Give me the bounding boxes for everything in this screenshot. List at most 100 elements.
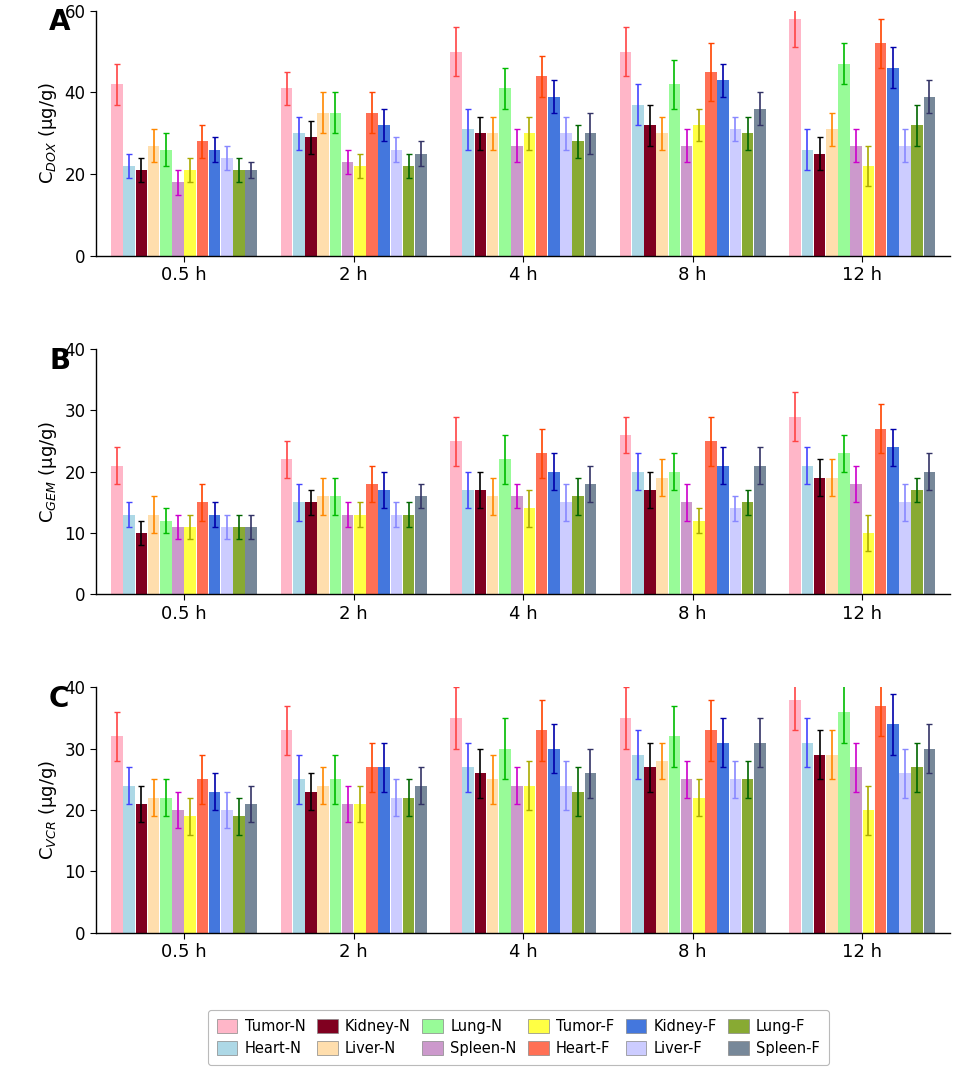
Bar — [826, 478, 837, 594]
Bar — [135, 170, 147, 256]
Bar — [487, 496, 498, 594]
Bar — [789, 19, 801, 256]
Bar — [160, 521, 172, 594]
Bar — [148, 515, 159, 594]
Bar — [657, 761, 668, 933]
Bar — [499, 88, 511, 256]
Bar — [717, 80, 729, 256]
Bar — [499, 748, 511, 933]
Bar — [523, 508, 535, 594]
Bar — [209, 791, 221, 933]
Bar — [536, 76, 547, 256]
Bar — [548, 472, 560, 594]
Bar — [318, 113, 329, 256]
Bar — [246, 804, 257, 933]
Bar — [924, 472, 935, 594]
Bar — [354, 166, 366, 256]
Bar — [632, 105, 643, 256]
Bar — [742, 779, 754, 933]
Bar — [499, 460, 511, 594]
Bar — [148, 798, 159, 933]
Bar — [536, 453, 547, 594]
Bar — [900, 773, 911, 933]
Bar — [293, 503, 304, 594]
Bar — [754, 108, 766, 256]
Bar — [378, 125, 390, 256]
Bar — [474, 773, 487, 933]
Text: C: C — [49, 685, 69, 713]
Bar — [900, 503, 911, 594]
Bar — [111, 465, 123, 594]
Bar — [403, 166, 415, 256]
Bar — [209, 150, 221, 256]
Y-axis label: C$_{DOX}$ (μg/g): C$_{DOX}$ (μg/g) — [36, 83, 59, 184]
Bar — [342, 804, 353, 933]
Bar — [318, 496, 329, 594]
Bar — [924, 748, 935, 933]
Bar — [585, 773, 596, 933]
Bar — [681, 503, 692, 594]
Bar — [160, 150, 172, 256]
Bar — [512, 786, 523, 933]
Bar — [124, 166, 135, 256]
Bar — [693, 521, 705, 594]
Bar — [644, 768, 656, 933]
Bar — [246, 526, 257, 594]
Bar — [560, 133, 572, 256]
Bar — [802, 743, 813, 933]
Bar — [826, 130, 837, 256]
Bar — [585, 483, 596, 594]
Bar — [900, 146, 911, 256]
Bar — [293, 133, 304, 256]
Bar — [403, 798, 415, 933]
Bar — [197, 503, 208, 594]
Bar — [246, 170, 257, 256]
Bar — [487, 133, 498, 256]
Bar — [172, 810, 184, 933]
Bar — [620, 51, 632, 256]
Bar — [293, 779, 304, 933]
Bar — [415, 496, 426, 594]
Bar — [391, 515, 402, 594]
Bar — [378, 768, 390, 933]
Bar — [342, 162, 353, 256]
Bar — [585, 133, 596, 256]
Bar — [789, 417, 801, 594]
Bar — [233, 170, 245, 256]
Legend: Tumor-N, Heart-N, Kidney-N, Liver-N, Lung-N, Spleen-N, Tumor-F, Heart-F, Kidney-: Tumor-N, Heart-N, Kidney-N, Liver-N, Lun… — [208, 1010, 828, 1064]
Y-axis label: C$_{GEM}$ (μg/g): C$_{GEM}$ (μg/g) — [36, 420, 59, 523]
Bar — [209, 515, 221, 594]
Bar — [512, 146, 523, 256]
Bar — [474, 490, 487, 594]
Bar — [280, 730, 293, 933]
Bar — [329, 496, 341, 594]
Bar — [851, 483, 862, 594]
Bar — [814, 478, 826, 594]
Bar — [706, 730, 717, 933]
Bar — [657, 478, 668, 594]
Bar — [135, 804, 147, 933]
Bar — [572, 791, 584, 933]
Bar — [875, 43, 886, 256]
Bar — [378, 490, 390, 594]
Bar — [391, 150, 402, 256]
Bar — [693, 798, 705, 933]
Bar — [730, 508, 741, 594]
Text: B: B — [49, 346, 70, 374]
Bar — [342, 515, 353, 594]
Bar — [463, 130, 474, 256]
Bar — [135, 533, 147, 594]
Bar — [124, 515, 135, 594]
Bar — [560, 503, 572, 594]
Bar — [838, 712, 850, 933]
Bar — [862, 810, 875, 933]
Bar — [911, 768, 923, 933]
Bar — [172, 526, 184, 594]
Bar — [391, 798, 402, 933]
Bar — [366, 768, 378, 933]
Bar — [742, 503, 754, 594]
Bar — [197, 142, 208, 256]
Bar — [221, 810, 232, 933]
Bar — [838, 453, 850, 594]
Bar — [366, 113, 378, 256]
